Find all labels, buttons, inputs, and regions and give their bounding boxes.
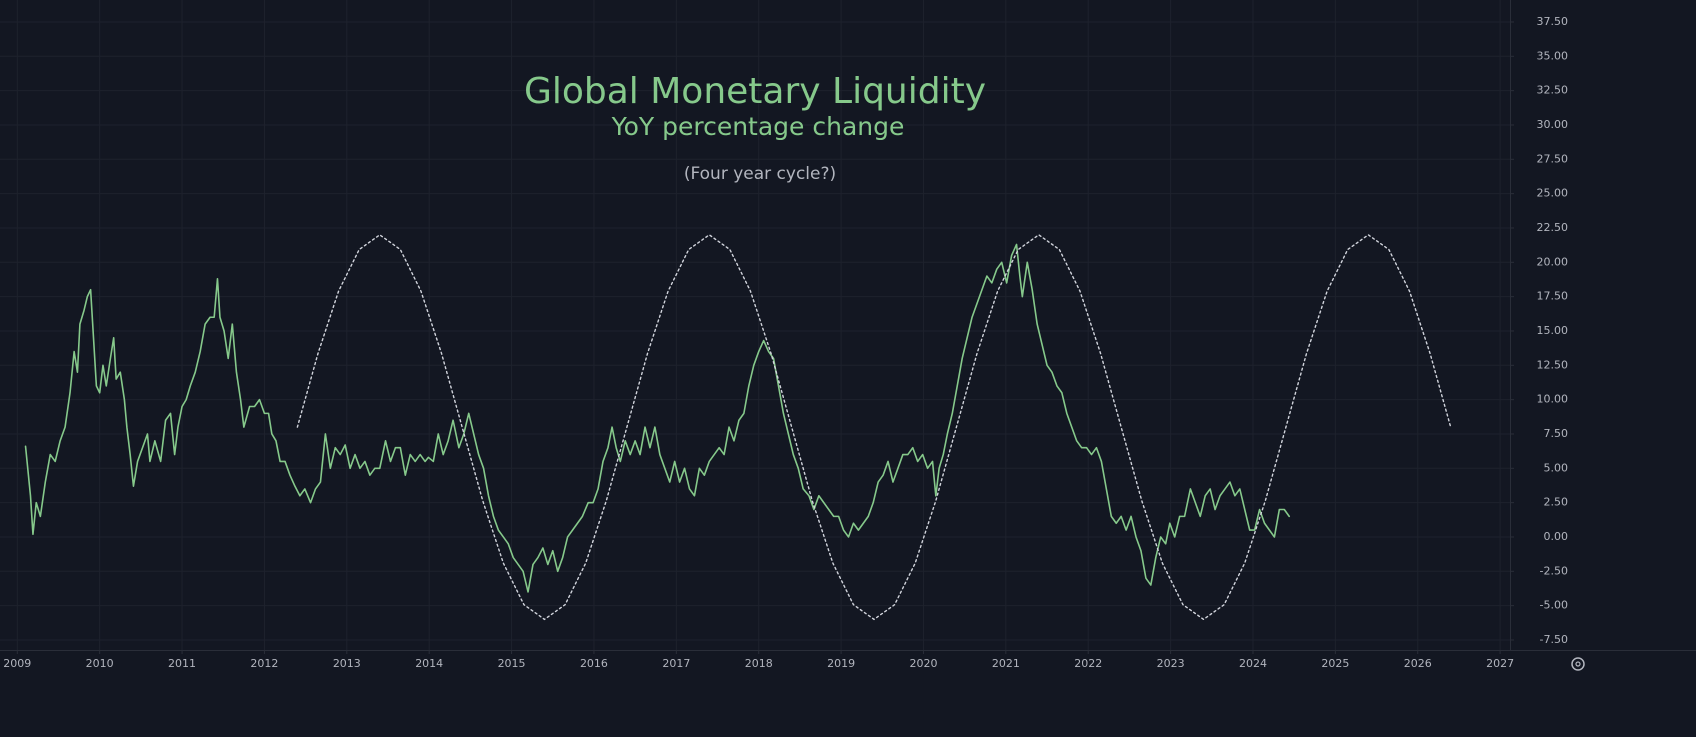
cycle-line <box>296 234 1452 621</box>
y-tick-label: 7.50 <box>1544 427 1569 440</box>
x-tick-label: 2025 <box>1321 657 1349 670</box>
x-tick-label: 2021 <box>992 657 1020 670</box>
y-tick-label: 22.50 <box>1537 221 1569 234</box>
x-tick-label: 2012 <box>250 657 278 670</box>
chart-subtitle: YoY percentage change <box>611 112 905 141</box>
y-tick-label: 15.00 <box>1537 324 1569 337</box>
axes: -7.50 -5.00 -2.50 0.00 2.50 5.00 7.50 10.00 12.5… <box>3 15 1568 670</box>
y-tick-label: 5.00 <box>1544 461 1569 474</box>
y-tick-label: 37.50 <box>1537 15 1569 28</box>
x-tick-label: 2009 <box>3 657 31 670</box>
x-tick-label: 2018 <box>745 657 773 670</box>
x-tick-label: 2022 <box>1074 657 1102 670</box>
chart-title: Global Monetary Liquidity <box>524 71 986 112</box>
liquidity-line <box>24 243 1291 593</box>
x-tick-label: 2023 <box>1157 657 1185 670</box>
x-tick-label: 2015 <box>498 657 526 670</box>
y-tick-label: 30.00 <box>1537 118 1569 131</box>
x-tick-label: 2024 <box>1239 657 1267 670</box>
y-tick-label: 25.00 <box>1537 187 1569 200</box>
x-tick-label: 2014 <box>415 657 443 670</box>
y-tick-label: 0.00 <box>1544 530 1569 543</box>
y-tick-label: -2.50 <box>1540 564 1568 577</box>
annotation: (Four year cycle?) <box>684 164 836 184</box>
x-tick-label: 2016 <box>580 657 608 670</box>
y-tick-label: 12.50 <box>1537 358 1569 371</box>
grid <box>0 0 1510 650</box>
x-tick-label: 2011 <box>168 657 196 670</box>
y-tick-label: 2.50 <box>1544 496 1569 509</box>
plot <box>24 234 1452 621</box>
y-tick-label: 27.50 <box>1537 152 1569 165</box>
y-tick-label: -5.00 <box>1540 599 1568 612</box>
x-tick-label: 2027 <box>1486 657 1514 670</box>
x-tick-label: 2019 <box>827 657 855 670</box>
x-tick-label: 2020 <box>909 657 937 670</box>
settings-icon[interactable] <box>1571 657 1585 671</box>
x-tick-label: 2017 <box>662 657 690 670</box>
y-tick-label: -7.50 <box>1540 633 1568 646</box>
x-tick-label: 2013 <box>333 657 361 670</box>
y-tick-label: 35.00 <box>1537 49 1569 62</box>
y-tick-label: 17.50 <box>1537 290 1569 303</box>
x-tick-label: 2010 <box>86 657 114 670</box>
x-tick-label: 2026 <box>1404 657 1432 670</box>
y-tick-label: 20.00 <box>1537 255 1569 268</box>
y-tick-label: 10.00 <box>1537 393 1569 406</box>
y-tick-label: 32.50 <box>1537 84 1569 97</box>
